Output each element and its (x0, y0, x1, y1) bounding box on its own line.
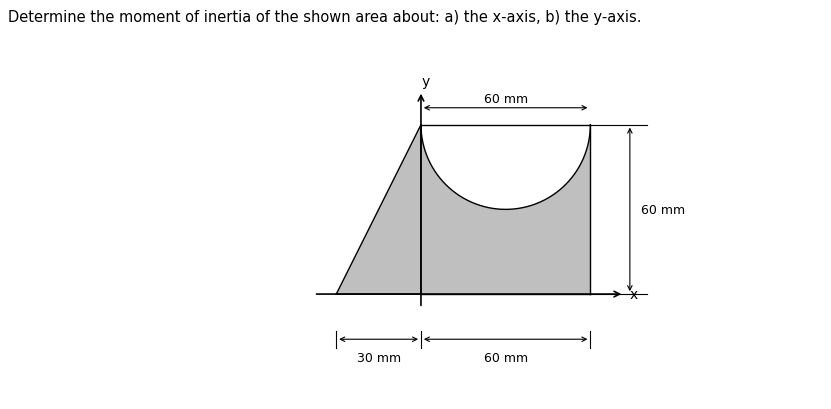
Text: 60 mm: 60 mm (484, 351, 528, 364)
Polygon shape (421, 126, 590, 294)
Polygon shape (337, 126, 421, 294)
Polygon shape (421, 126, 590, 210)
Text: Determine the moment of inertia of the shown area about: a) the x-axis, b) the y: Determine the moment of inertia of the s… (8, 10, 642, 25)
Text: 30 mm: 30 mm (356, 351, 401, 364)
Text: 60 mm: 60 mm (642, 203, 686, 216)
Text: y: y (421, 75, 430, 89)
Text: x: x (630, 288, 638, 301)
Text: 60 mm: 60 mm (484, 93, 528, 106)
